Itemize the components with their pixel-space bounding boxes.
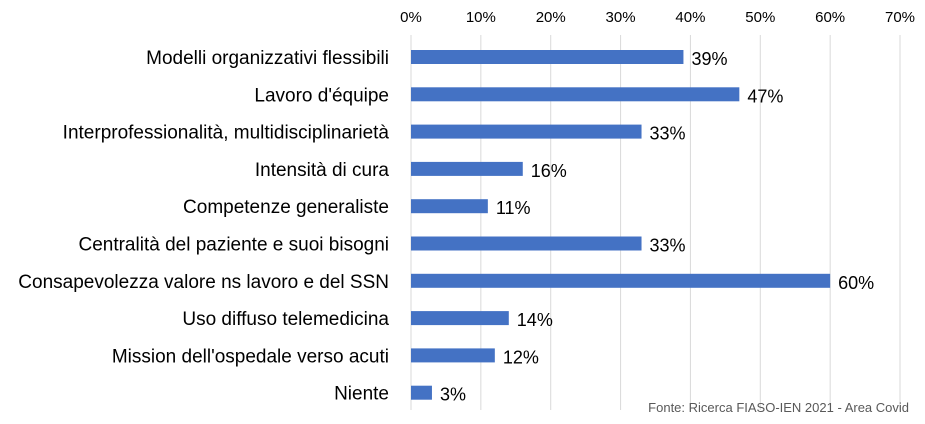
source-note: Fonte: Ricerca FIASO-IEN 2021 - Area Cov… bbox=[648, 400, 909, 415]
bar bbox=[411, 50, 684, 64]
data-label: 47% bbox=[747, 86, 783, 106]
data-labels: 39% 47% 33% 16%11% 33% 60% 14% 12% 3% bbox=[440, 49, 874, 405]
data-label: 11% bbox=[496, 198, 531, 218]
bar bbox=[411, 311, 509, 326]
data-label: 3% bbox=[440, 385, 466, 405]
data-label: 14% bbox=[517, 310, 553, 330]
category-label: Mission dell'ospedale verso acuti bbox=[112, 346, 389, 367]
bar bbox=[411, 236, 642, 251]
x-tick-label: 30% bbox=[606, 9, 636, 26]
category-label: Uso diffuso telemedicina bbox=[182, 309, 389, 330]
bar bbox=[411, 161, 523, 176]
category-label: Modelli organizzativi flessibili bbox=[146, 48, 389, 69]
x-tick-label: 10% bbox=[466, 9, 496, 26]
x-tick-label: 20% bbox=[536, 9, 566, 26]
bar bbox=[411, 199, 488, 214]
bar bbox=[411, 348, 495, 363]
data-label: 16% bbox=[531, 161, 567, 181]
x-tick-label: 50% bbox=[745, 9, 775, 26]
category-label: Interprofessionalità, multidisciplinarie… bbox=[63, 123, 390, 144]
category-label: Competenze generaliste bbox=[183, 197, 389, 218]
x-tick-label: 40% bbox=[675, 9, 705, 26]
bar bbox=[411, 273, 831, 288]
x-axis-ticks: 0% 10% 20% 30% 40% 50% 60% 70% bbox=[400, 9, 915, 26]
data-label: 60% bbox=[838, 273, 874, 293]
bar bbox=[411, 385, 432, 400]
data-label: 33% bbox=[650, 236, 686, 256]
bars bbox=[411, 50, 831, 400]
category-label: Lavoro d'équipe bbox=[254, 85, 389, 106]
bar bbox=[411, 87, 740, 102]
x-tick-label: 0% bbox=[400, 9, 422, 26]
category-labels: Modelli organizzativi flessibili Lavoro d… bbox=[18, 48, 389, 405]
category-label: Consapevolezza valore ns lavoro e del SS… bbox=[18, 272, 389, 293]
bar bbox=[411, 124, 642, 139]
category-label: Niente bbox=[334, 384, 389, 405]
data-label: 12% bbox=[503, 347, 539, 367]
x-tick-label: 70% bbox=[885, 9, 915, 26]
data-label: 39% bbox=[691, 49, 727, 69]
data-label: 33% bbox=[650, 124, 686, 144]
category-label: Centralità del paziente e suoi bisogni bbox=[78, 235, 389, 256]
category-label: Intensità di cura bbox=[255, 160, 390, 181]
x-tick-label: 60% bbox=[815, 9, 845, 26]
